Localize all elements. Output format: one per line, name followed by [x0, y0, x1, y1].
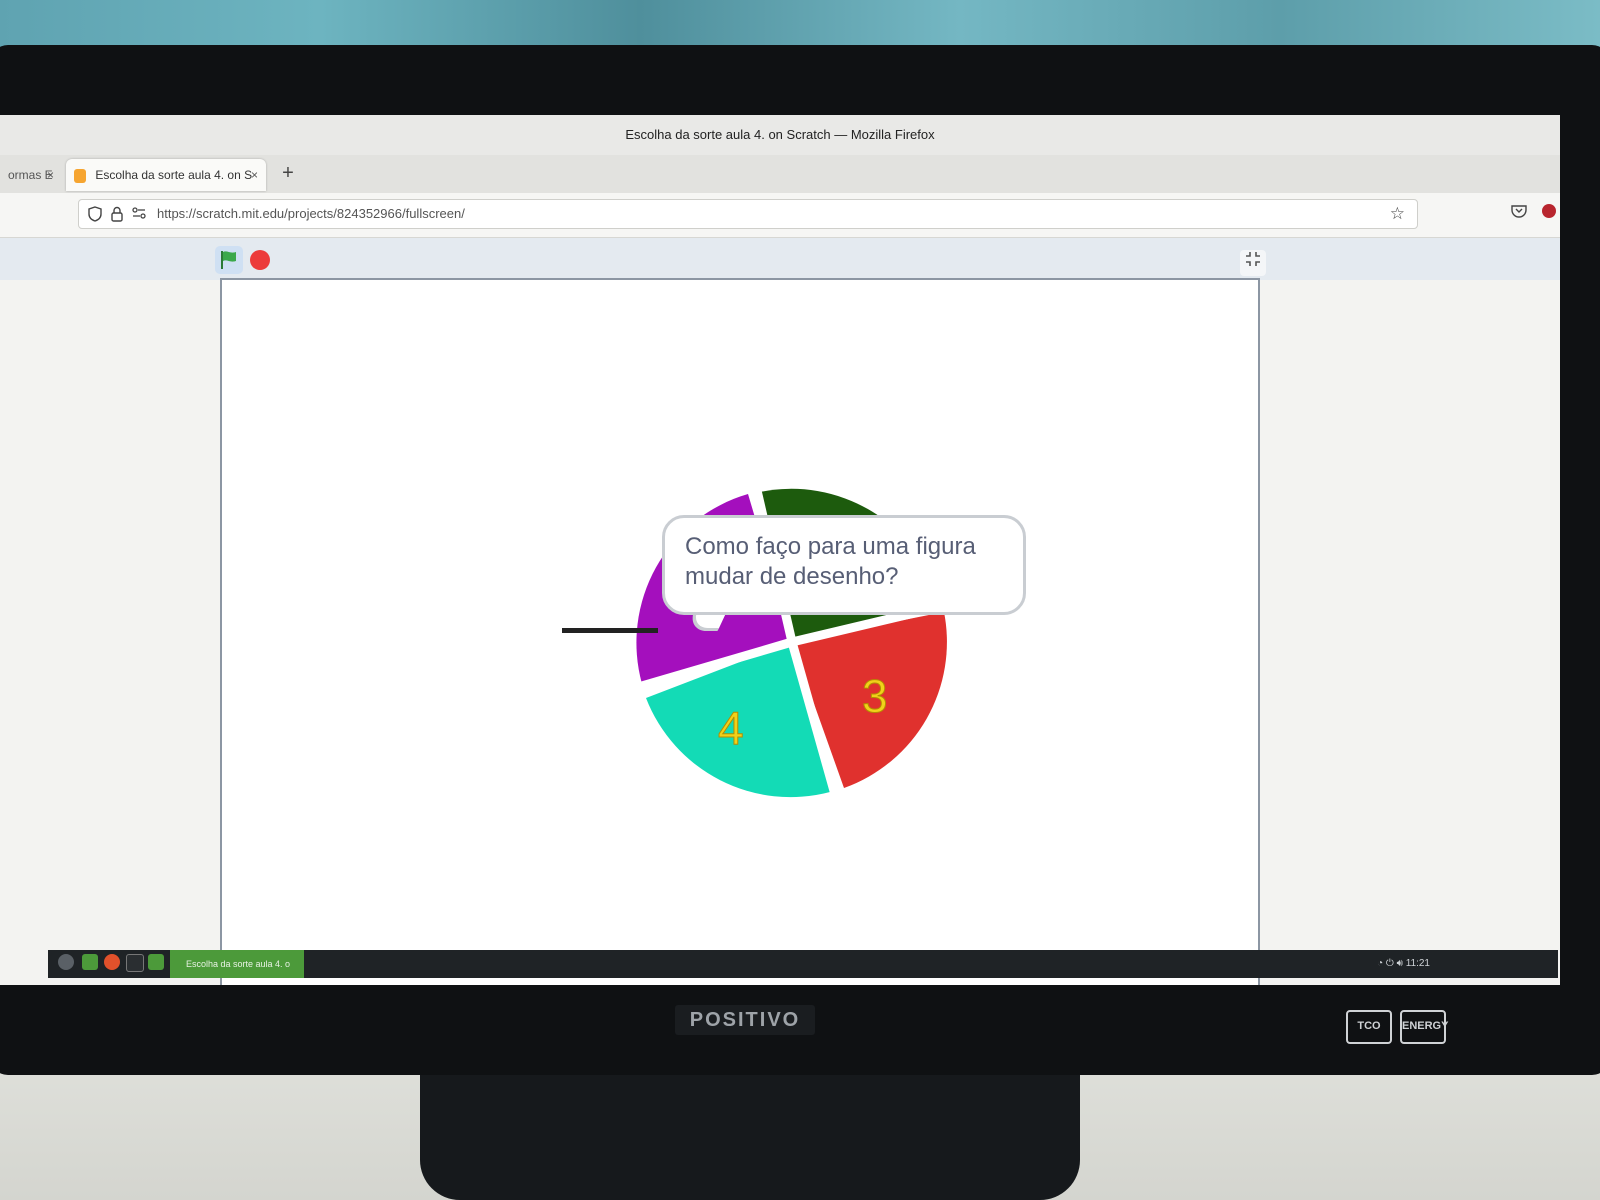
green-flag-button[interactable] [215, 246, 243, 274]
power-icon[interactable]: ⏻ [1386, 958, 1394, 969]
files-icon[interactable] [82, 954, 98, 970]
wheel-label-3: 3 [862, 670, 888, 722]
exit-fullscreen-icon[interactable] [1240, 250, 1266, 276]
extension-icon[interactable] [1538, 203, 1560, 225]
tab-previous[interactable]: ormas E × [0, 159, 62, 191]
speech-bubble: Como faço para uma figura mudar de desen… [662, 515, 1026, 615]
green-flag-icon [220, 250, 238, 270]
clock[interactable]: 11:21 [1406, 958, 1430, 969]
system-tray: ◔ ⏻ 🔊︎ 11:21 [1377, 950, 1430, 978]
wheel-pointer-sprite [562, 628, 658, 633]
permissions-icon[interactable] [131, 206, 147, 222]
tco-badge: TCO [1346, 1010, 1392, 1044]
terminal-icon[interactable] [126, 954, 144, 972]
scratch-favicon-icon [74, 169, 86, 183]
tab-active[interactable]: Escolha da sorte aula 4. on S × [66, 159, 266, 191]
energy-badge: ENERGY [1400, 1010, 1446, 1044]
shield-icon[interactable] [87, 206, 103, 222]
menu-icon[interactable] [58, 954, 74, 970]
taskbar-window-button[interactable]: Escolha da sorte aula 4. o [170, 950, 304, 978]
os-taskbar: Escolha da sorte aula 4. o ◔ ⏻ 🔊︎ 11:21 [0, 920, 1560, 985]
tab-active-close-icon[interactable]: × [251, 159, 258, 191]
pocket-icon[interactable] [1508, 203, 1530, 225]
url-bar[interactable]: https://scratch.mit.edu/projects/8243529… [78, 199, 1418, 229]
window-title: Escolha da sorte aula 4. on Scratch — Mo… [0, 115, 1560, 155]
scratch-player-controls [0, 238, 1560, 280]
lock-icon[interactable] [109, 206, 125, 222]
firefox-icon[interactable] [104, 954, 120, 970]
folder-icon[interactable] [148, 954, 164, 970]
tab-active-label: Escolha da sorte aula 4. on S [95, 168, 252, 182]
monitor-brand-logo: POSITIVO [675, 1005, 815, 1035]
bookmark-star-icon[interactable]: ☆ [1390, 204, 1405, 224]
scratch-stage[interactable]: 3 4 Como faço para uma figura mudar de d… [220, 278, 1260, 985]
tab-previous-label: ormas E [8, 168, 53, 182]
volume-icon[interactable]: 🔊︎ [1397, 958, 1403, 969]
stop-button[interactable] [250, 250, 270, 270]
url-text[interactable]: https://scratch.mit.edu/projects/8243529… [157, 200, 465, 228]
new-tab-button[interactable]: + [275, 159, 301, 187]
monitor-screen: Escolha da sorte aula 4. on Scratch — Mo… [0, 115, 1560, 985]
wheel-label-4: 4 [718, 702, 744, 754]
tab-previous-close-icon[interactable]: × [47, 159, 54, 191]
navigation-bar: https://scratch.mit.edu/projects/8243529… [0, 193, 1560, 238]
tab-bar: ormas E × Escolha da sorte aula 4. on S … [0, 155, 1560, 193]
wifi-icon[interactable]: ◔ [1377, 958, 1383, 969]
